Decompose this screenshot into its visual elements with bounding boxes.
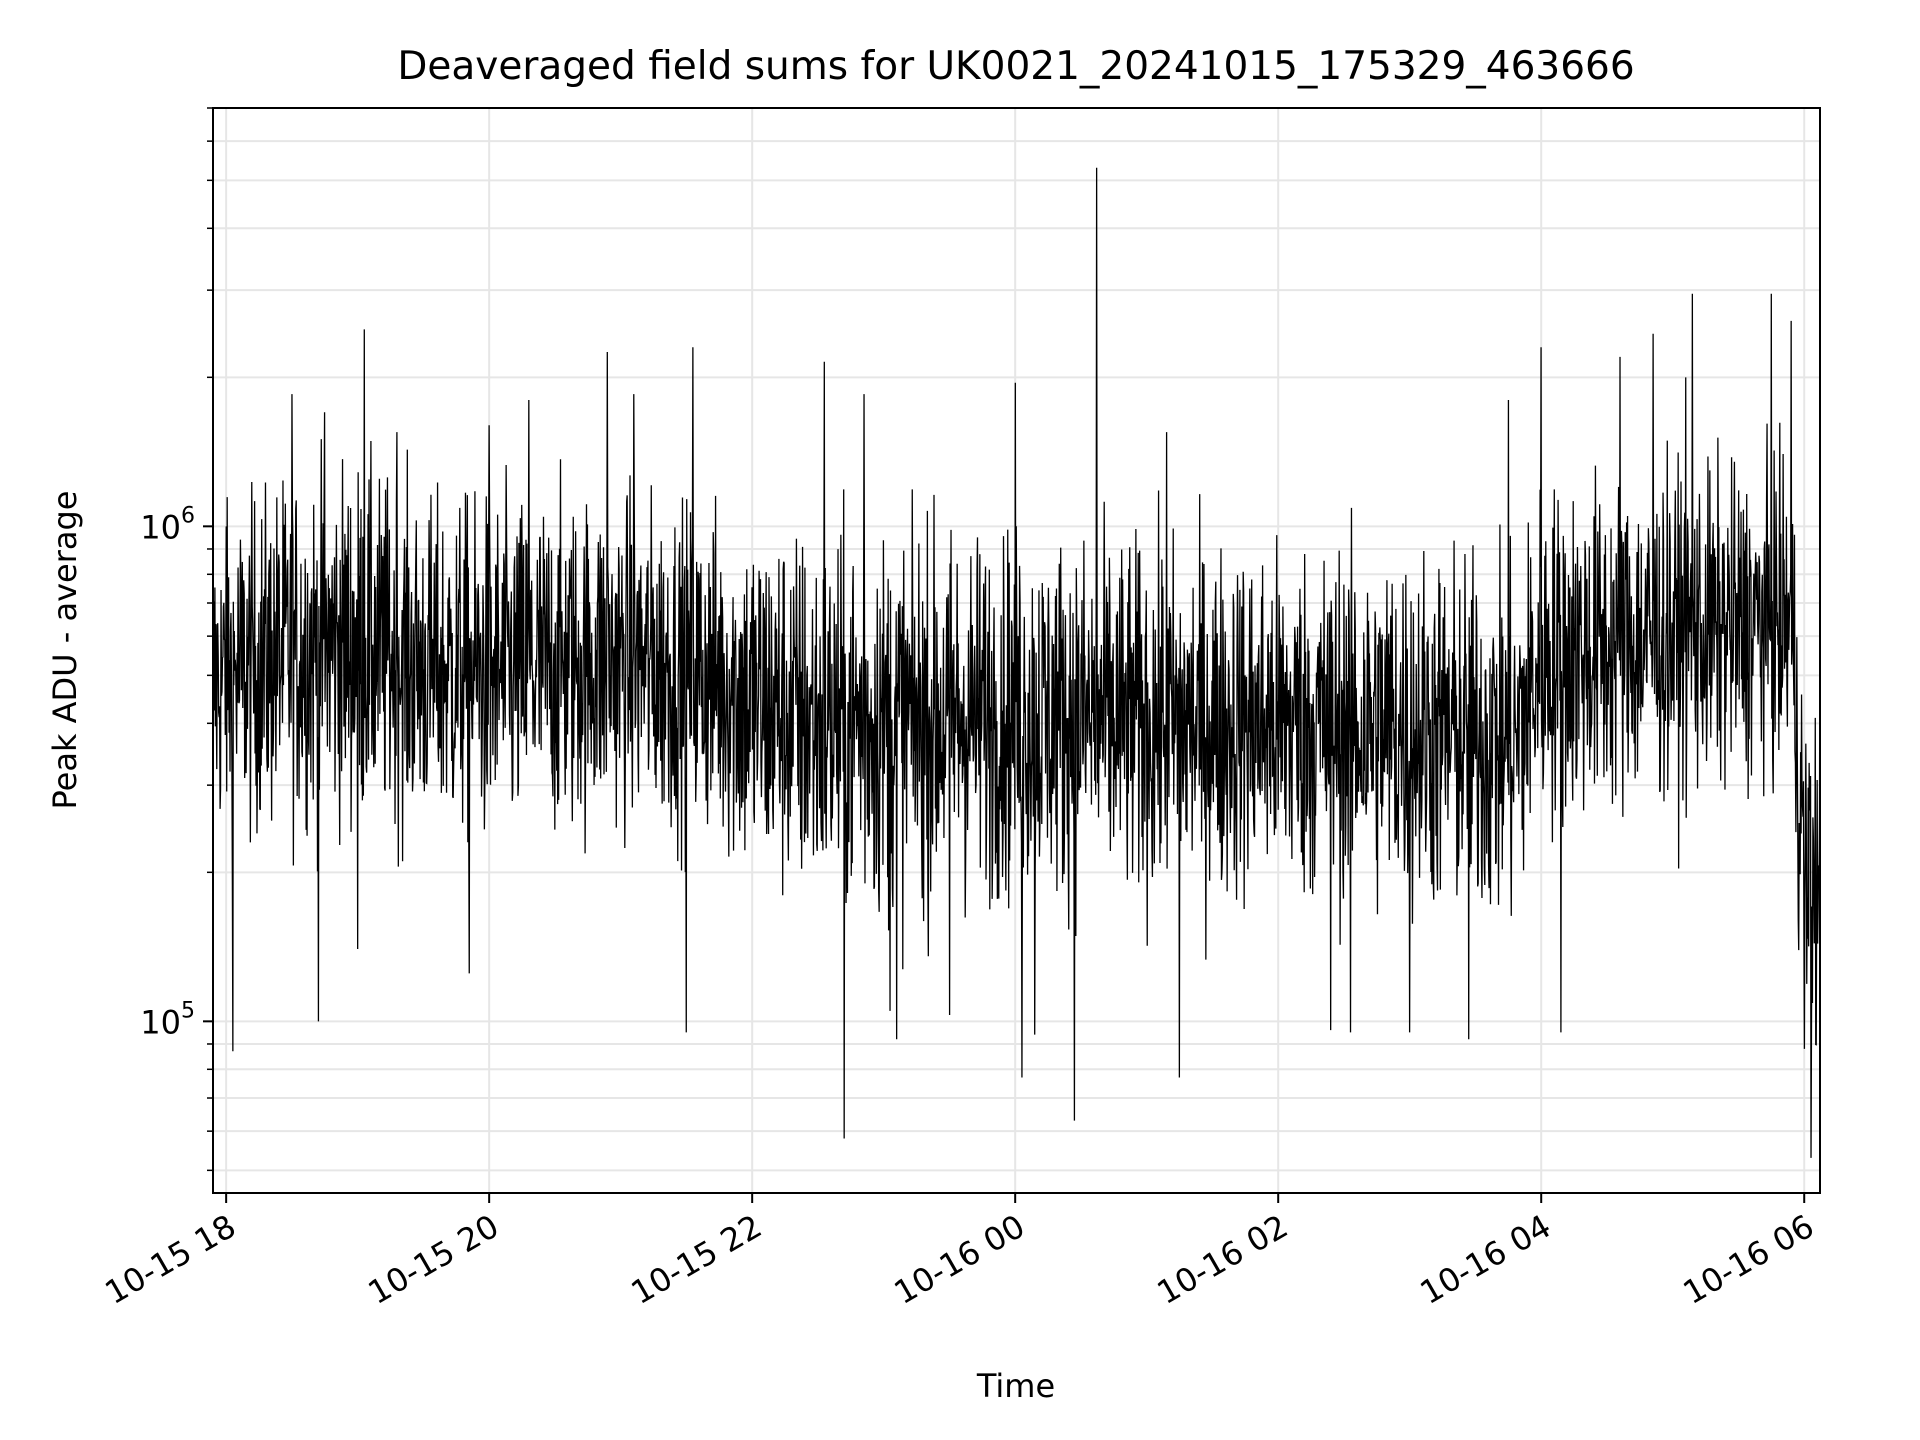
series-line xyxy=(212,167,1821,1158)
x-tick-label: 10-16 00 xyxy=(888,1207,1032,1312)
chart-title: Deaveraged field sums for UK0021_2024101… xyxy=(397,44,1634,89)
x-tick-label: 10-16 02 xyxy=(1151,1207,1295,1312)
x-tick-label: 10-15 22 xyxy=(625,1207,769,1312)
x-tick-label: 10-16 06 xyxy=(1677,1207,1821,1312)
x-tick-label: 10-15 18 xyxy=(99,1207,243,1312)
series-trace xyxy=(212,167,1821,1158)
y-tick-label: 106 xyxy=(140,503,195,546)
x-tick-label: 10-16 04 xyxy=(1414,1207,1558,1312)
y-axis-label: Peak ADU - average xyxy=(46,491,84,810)
x-axis-label: Time xyxy=(976,1367,1055,1405)
x-tick-label: 10-15 20 xyxy=(362,1207,506,1312)
plot-frame xyxy=(212,107,1821,1194)
y-tick-label: 105 xyxy=(140,998,195,1041)
